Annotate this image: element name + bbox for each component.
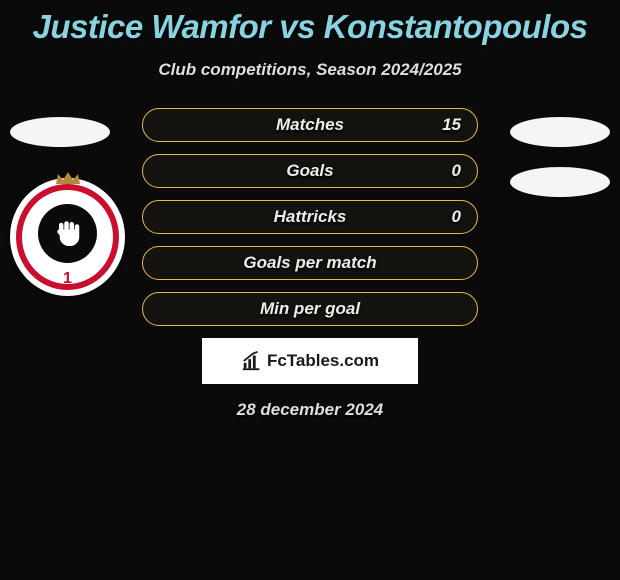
stat-value-left: 0: [452, 155, 461, 187]
logo-text: FcTables.com: [267, 351, 379, 371]
stat-row-hattricks: Hattricks 0: [142, 200, 478, 234]
fctables-logo[interactable]: FcTables.com: [202, 338, 418, 384]
crest-fist-icon: [38, 204, 97, 263]
date-text: 28 december 2024: [0, 400, 620, 420]
player2-club-placeholder: [510, 167, 610, 197]
stat-row-goals: Goals 0: [142, 154, 478, 188]
main-content: 1 Matches 15 Goals 0 Hattricks 0 Goals p…: [0, 108, 620, 420]
stat-label: Matches: [276, 115, 344, 135]
crest-number: 1: [10, 270, 125, 288]
stats-rows: Matches 15 Goals 0 Hattricks 0 Goals per…: [142, 108, 478, 326]
crown-icon: [54, 170, 82, 186]
stat-label: Goals: [286, 161, 333, 181]
stat-label: Min per goal: [260, 299, 360, 319]
stat-label: Goals per match: [243, 253, 376, 273]
page-title: Justice Wamfor vs Konstantopoulos: [0, 0, 620, 46]
stat-value-left: 0: [452, 201, 461, 233]
subtitle: Club competitions, Season 2024/2025: [0, 60, 620, 80]
player1-photo-placeholder: [10, 117, 110, 147]
stat-row-gpm: Goals per match: [142, 246, 478, 280]
player2-photo-placeholder: [510, 117, 610, 147]
stat-value-left: 15: [442, 109, 461, 141]
stat-label: Hattricks: [274, 207, 347, 227]
club-crest: 1: [10, 168, 125, 296]
stat-row-matches: Matches 15: [142, 108, 478, 142]
stat-row-mpg: Min per goal: [142, 292, 478, 326]
chart-icon: [241, 350, 263, 372]
